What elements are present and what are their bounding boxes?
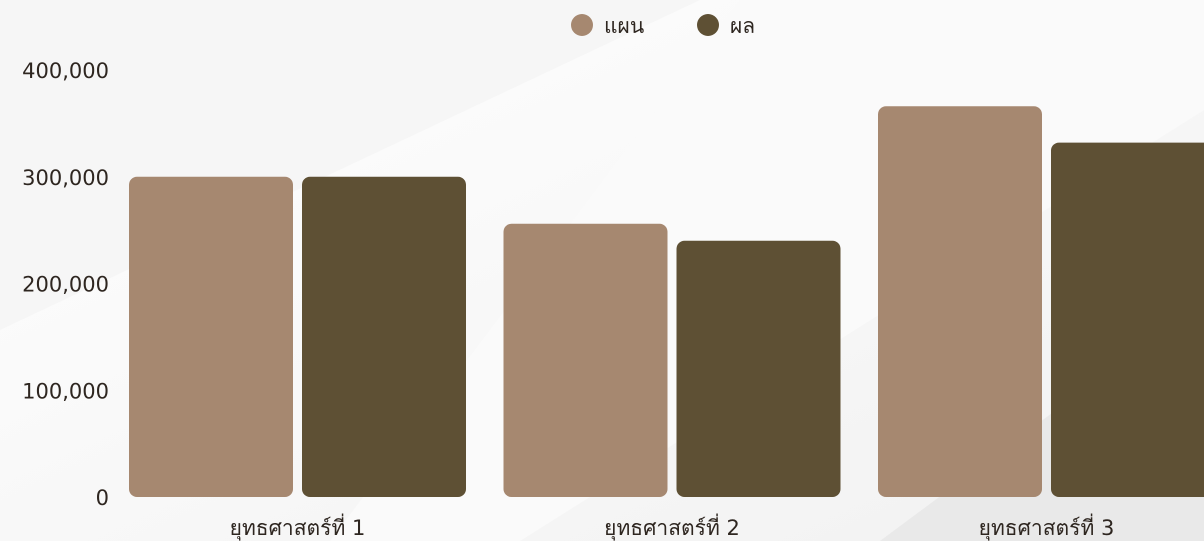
y-tick-label: 400,000	[22, 59, 109, 83]
bar-plan-2	[503, 223, 668, 497]
bars	[129, 106, 1204, 498]
legend-swatch-plan	[571, 14, 593, 36]
y-tick-label: 100,000	[22, 379, 109, 403]
legend-label-result: ผล	[730, 14, 755, 38]
bar-plan-3	[878, 106, 1042, 498]
bar-result-3	[1051, 142, 1204, 497]
legend-swatch-result	[697, 14, 719, 36]
legend-label-plan: แผน	[604, 14, 644, 38]
legend: แผน ผล	[571, 14, 755, 38]
y-tick-label: 0	[96, 486, 109, 510]
x-tick-label: ยุทธศาสตร์ที่ 2	[604, 513, 740, 541]
bar-result-2	[676, 240, 841, 498]
x-tick-label: ยุทธศาสตร์ที่ 1	[230, 513, 366, 541]
bar-plan-1	[129, 176, 293, 497]
y-tick-label: 300,000	[22, 166, 109, 190]
y-axis: 0 100,000 200,000 300,000 400,000	[22, 59, 109, 510]
y-tick-label: 200,000	[22, 273, 109, 297]
x-axis: ยุทธศาสตร์ที่ 1 ยุทธศาสตร์ที่ 2 ยุทธศาสตร์…	[230, 513, 1115, 541]
bar-result-1	[302, 176, 466, 497]
x-tick-label: ยุทธศาสตร์ที่ 3	[979, 513, 1115, 541]
